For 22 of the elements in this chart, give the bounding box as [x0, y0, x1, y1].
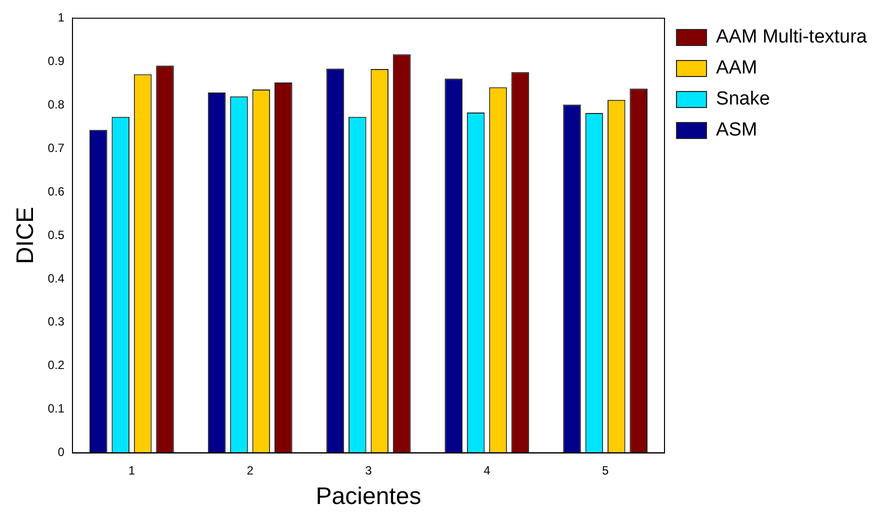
- y-tick-label: 0.2: [48, 358, 65, 372]
- y-tick-label: 0.9: [48, 54, 65, 68]
- x-tick-label: 3: [365, 463, 372, 478]
- y-axis-title: DICE: [12, 206, 40, 264]
- y-tick-label: 0: [58, 445, 65, 460]
- legend-label: ASM: [716, 120, 758, 141]
- x-tick-label: 4: [484, 463, 491, 478]
- y-tick-label: 0.5: [48, 228, 65, 242]
- y-tick-label: 0.7: [48, 140, 65, 155]
- y-tick-label: 0.4: [48, 271, 65, 286]
- x-tick-label: 1: [128, 463, 136, 478]
- x-tick-label: 2: [246, 463, 254, 478]
- legend-label: AAM: [716, 58, 758, 79]
- y-tick-label: 0.3: [48, 314, 65, 329]
- legend-label: AAM Multi-textura: [716, 26, 868, 48]
- x-tick-label: 5: [602, 463, 609, 478]
- x-axis-title: Pacientes: [316, 483, 422, 510]
- y-tick-label: 1: [58, 10, 65, 25]
- y-tick-label: 0.1: [48, 402, 65, 416]
- y-tick-label: 0.6: [48, 184, 65, 198]
- y-tick-label: 0.8: [48, 97, 65, 112]
- legend-label: Snake: [716, 88, 770, 110]
